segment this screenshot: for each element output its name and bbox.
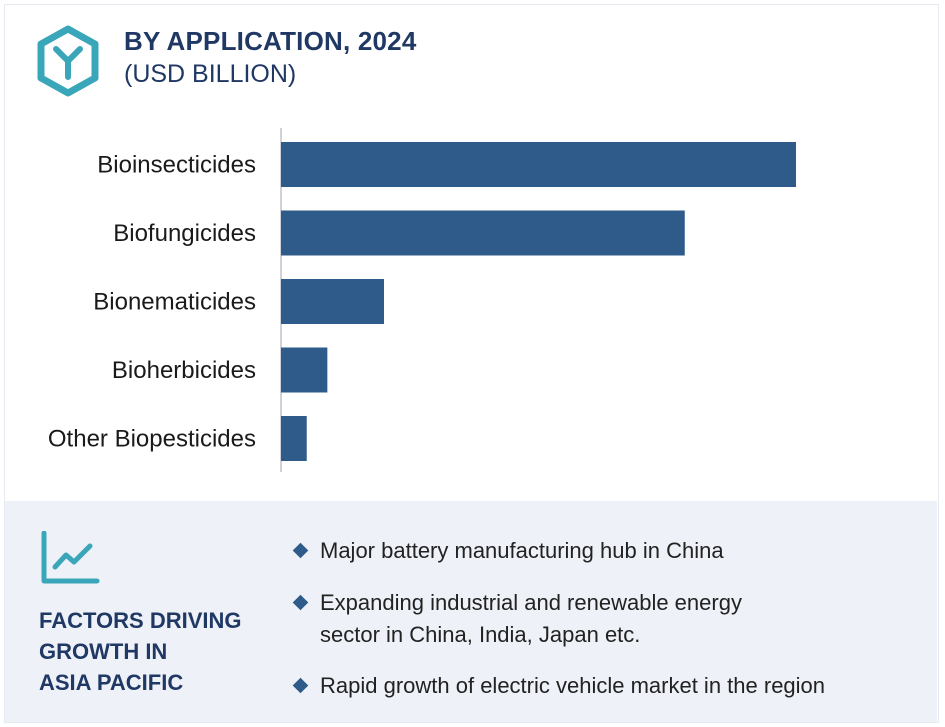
factor-text: Major battery manufacturing hub in China [320,538,724,563]
diamond-bullet-icon [292,542,309,559]
category-label: Biofungicides [113,220,256,247]
chart-subtitle: (USD BILLION) [124,60,297,88]
category-label: Other Biopesticides [48,426,256,453]
bar-bioherbicides [281,347,328,393]
factor-text: Expanding industrial and renewable energ… [320,590,742,647]
list-item: Major battery manufacturing hub in China [292,535,724,567]
list-item: Rapid growth of electric vehicle market … [292,670,826,702]
diamond-bullet-icon [292,677,309,694]
factors-panel: FACTORS DRIVING GROWTH IN ASIA PACIFIC M… [5,501,937,722]
list-item: Expanding industrial and renewable energ… [292,587,742,651]
hexagon-y-logo-icon [37,25,99,97]
category-label: Bionematicides [93,289,256,316]
factors-heading-line: ASIA PACIFIC [39,670,184,695]
bar-bioinsecticides [281,142,796,187]
diamond-bullet-icon [292,594,309,611]
bar-chart: Bioinsecticides Biofungicides Bionematicid… [48,128,796,472]
factor-text: Rapid growth of electric vehicle market … [320,673,826,698]
bar-bionematicides [281,279,384,324]
factors-heading: FACTORS DRIVING GROWTH IN ASIA PACIFIC [39,605,279,698]
chart-title: BY APPLICATION, 2024 [124,26,417,56]
bar-other-biopesticides [281,416,307,461]
category-label: Bioherbicides [112,357,256,384]
factors-heading-line: GROWTH IN [39,639,168,664]
bar-biofungicides [281,210,685,256]
line-chart-icon [41,531,100,584]
category-label: Bioinsecticides [97,152,256,179]
factors-heading-line: FACTORS DRIVING [39,608,242,633]
